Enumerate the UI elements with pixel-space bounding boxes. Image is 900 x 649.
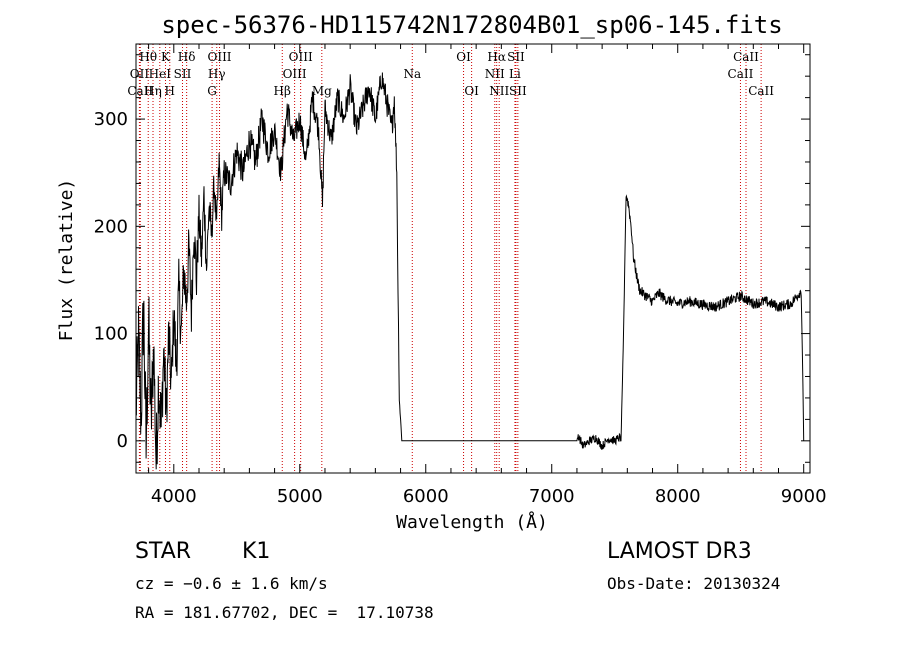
observation-date: Obs-Date: 20130324: [607, 574, 781, 593]
chart-title: spec-56376-HD115742N172804B01_sp06-145.f…: [161, 11, 782, 39]
survey-name: LAMOST DR3: [607, 539, 752, 564]
x-tick-label: 8000: [655, 486, 701, 507]
line-label: OI: [456, 50, 471, 64]
line-label: K: [161, 50, 171, 64]
plot-frame: [135, 43, 811, 474]
line-label: Mg: [312, 84, 332, 98]
x-tick-label: 4000: [151, 486, 197, 507]
line-label: Hα: [487, 50, 506, 64]
line-label: NII: [489, 84, 509, 98]
x-tick-label: 7000: [529, 486, 575, 507]
line-label: OIII: [207, 50, 231, 64]
object-class: STAR: [135, 539, 192, 564]
line-label: Hη: [144, 84, 162, 98]
line-label: Hβ: [274, 84, 291, 98]
line-label: CaII: [748, 84, 774, 98]
y-axis: 0 100 200 300: [94, 54, 810, 463]
line-label: CaII: [728, 67, 754, 81]
x-axis: 4000 5000 6000 7000 8000 9000: [148, 44, 827, 507]
line-label: SII: [509, 84, 527, 98]
coordinates-info: RA = 181.67702, DEC = 17.10738: [135, 603, 434, 622]
line-label: Hθ: [139, 50, 157, 64]
y-tick-label: 300: [94, 109, 128, 130]
line-label: HeI: [149, 67, 172, 81]
line-label: OI: [464, 84, 479, 98]
line-label: CaII: [127, 84, 153, 98]
x-tick-label: 9000: [781, 486, 827, 507]
line-label: OII: [130, 67, 150, 81]
line-label: NII: [485, 67, 505, 81]
line-label: CaII: [733, 50, 759, 64]
line-label: SII: [507, 50, 525, 64]
x-tick-label: 5000: [277, 486, 323, 507]
x-tick-label: 6000: [403, 486, 449, 507]
object-subclass: K1: [242, 539, 271, 564]
line-label: Li: [509, 67, 521, 81]
y-tick-label: 200: [94, 216, 128, 237]
line-label: Hγ: [208, 67, 226, 81]
line-label: SII: [174, 67, 192, 81]
line-label: OIII: [289, 50, 313, 64]
spectral-line-markers: [138, 44, 762, 473]
y-axis-label: Flux (relative): [56, 179, 77, 342]
line-label: H: [165, 84, 175, 98]
spectral-line-labels: OII CaII Hθ Hη HeI K H SII Hδ G Hγ OIII Hβ OIII OIII Mg…: [127, 50, 774, 98]
line-label: G: [207, 84, 217, 98]
y-tick-label: 100: [94, 324, 128, 345]
line-label: OIII: [283, 67, 307, 81]
redshift-info: cz = −0.6 ± 1.6 km/s: [135, 574, 328, 593]
x-axis-label: Wavelength (Å): [396, 511, 548, 533]
line-label: Hδ: [178, 50, 196, 64]
spectrum-line: [135, 72, 805, 470]
line-label: Na: [403, 67, 421, 81]
y-tick-label: 0: [117, 431, 128, 452]
